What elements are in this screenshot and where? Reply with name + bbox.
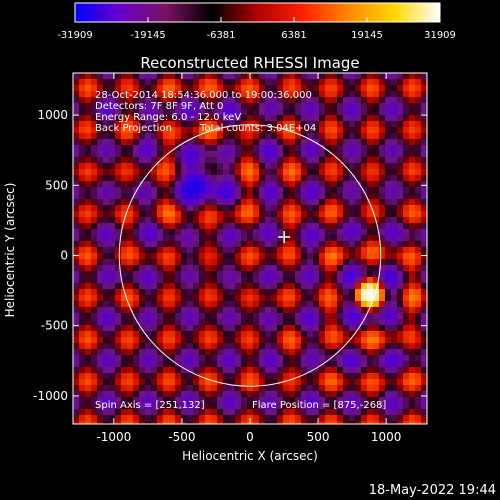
colorbar-tick-label: 6381: [281, 30, 306, 41]
y-tick-label: -1000: [33, 389, 68, 403]
solar-disk-limb: [118, 124, 382, 387]
heatmap: [73, 73, 427, 424]
colorbar-ticks: -31909 -19145 -6381 6381 19145 31909: [57, 17, 456, 41]
axis-ticks: -1000 -500 0 500 1000 -1000 -500 0 500 1000: [33, 73, 427, 444]
y-tick-label: 0: [60, 249, 68, 263]
footer-date: 18-May-2022 19:44: [369, 483, 496, 498]
annotations: 28-Oct-2014 18:54:36.000 to 19:00:36.000…: [95, 90, 386, 411]
x-tick-label: 0: [246, 430, 254, 444]
y-tick-label: 1000: [37, 108, 68, 122]
colorbar: [74, 2, 441, 23]
annotation-spin-axis: Spin Axis = [251,132]: [95, 400, 205, 411]
x-tick-label: -500: [168, 430, 195, 444]
colorbar-tick-label: -19145: [130, 30, 165, 41]
colorbar-tick-label: 31909: [424, 30, 456, 41]
annotation-detectors: Detectors: 7F 8F 9F, Att 0: [95, 101, 223, 112]
colorbar-tick-label: -31909: [57, 30, 92, 41]
x-tick-label: 1000: [371, 430, 402, 444]
y-tick-label: -500: [41, 319, 68, 333]
annotation-energy-range: Energy Range: 6.0 - 12.0 keV: [95, 112, 241, 123]
colorbar-tick-label: 19145: [351, 30, 383, 41]
annotation-total-counts: Total counts: 3.04E+04: [199, 123, 316, 134]
chart-title: Reconstructed RHESSI Image: [140, 54, 359, 72]
x-tick-label: -1000: [96, 430, 131, 444]
x-tick-label: 500: [307, 430, 330, 444]
plot-area: [73, 73, 427, 424]
annotation-method: Back Projection: [95, 123, 172, 134]
spin-axis-cross-marker: [278, 230, 291, 243]
annotation-time-range: 28-Oct-2014 18:54:36.000 to 19:00:36.000: [95, 90, 312, 101]
y-tick-label: 500: [45, 178, 68, 192]
annotation-flare-position: Flare Position = [875,-268]: [252, 400, 386, 411]
x-axis-label: Heliocentric X (arcsec): [182, 449, 318, 463]
colorbar-tick-label: -6381: [206, 30, 235, 41]
y-axis-label: Heliocentric Y (arcsec): [3, 183, 17, 318]
